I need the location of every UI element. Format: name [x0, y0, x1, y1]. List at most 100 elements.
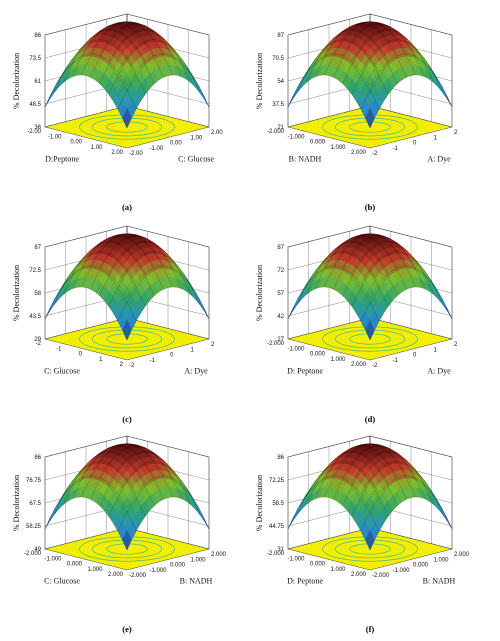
- x-tick-label: -1.000: [150, 568, 168, 574]
- surface-mesh-line: [53, 267, 137, 322]
- surface-mesh-line: [369, 286, 453, 341]
- surface-mesh-line: [369, 74, 453, 129]
- panel-label: (a): [122, 202, 132, 212]
- x-axis-label: C: Glucose: [178, 155, 214, 164]
- surface-mesh-line: [63, 40, 146, 95]
- x-tick-label: 0.00: [170, 141, 182, 147]
- surface-mesh-line: [306, 252, 389, 307]
- surface-mesh-line: [296, 267, 380, 322]
- y-tick-label: 2.000: [351, 572, 367, 578]
- surface-mesh-line: [351, 252, 434, 307]
- x-tick-label: 2: [454, 342, 458, 348]
- floor-contour: [91, 117, 163, 137]
- x-axis-label: A: Dye: [427, 155, 451, 164]
- x-tick-label: 1.000: [191, 557, 207, 563]
- surface-mesh-line: [342, 242, 425, 296]
- surface-mesh-line: [287, 496, 371, 551]
- z-tick-label: 44.75: [269, 524, 285, 530]
- y-tick-label: -1: [56, 346, 62, 352]
- wall-gridline: [44, 13, 210, 36]
- response-surface: [44, 443, 210, 551]
- surface-mesh-line: [369, 475, 453, 530]
- surface-mesh-line: [44, 496, 128, 551]
- floor-contour: [334, 539, 406, 559]
- x-tick-label: -2: [372, 363, 378, 369]
- wall-gridline: [44, 225, 210, 248]
- surface-mesh-line: [333, 23, 416, 78]
- surface-mesh-line: [351, 451, 434, 505]
- x-tick-label: 1: [434, 347, 438, 353]
- floor-contour: [79, 326, 175, 352]
- surface-mesh-line: [117, 267, 201, 322]
- surface-mesh-line: [72, 445, 155, 499]
- y-axis-label: D: Peptone: [287, 577, 323, 586]
- surface-mesh-line: [315, 452, 398, 506]
- z-tick-label: 54: [277, 79, 284, 85]
- surface-mesh-line: [324, 445, 407, 500]
- surface-panel-e: 49 58.25 67.5 76.75 86 % Decolorization -2.000…: [12, 435, 227, 634]
- surface-mesh-line: [324, 233, 407, 287]
- y-tick-label: 0: [79, 352, 83, 358]
- surface-mesh-line: [360, 477, 444, 532]
- surface-cell: [433, 77, 444, 93]
- surface-mesh-line: [126, 496, 210, 551]
- y-axis-label: B: NADH: [289, 155, 322, 164]
- y-axis-label: D: Peptone: [287, 367, 323, 376]
- panel-label: (d): [365, 414, 376, 424]
- surface-mesh-line: [333, 445, 416, 500]
- z-tick-label: 42: [277, 314, 284, 320]
- surface-mesh-line: [99, 242, 182, 296]
- surface-mesh-line: [126, 475, 210, 530]
- surface-cell: [122, 529, 132, 551]
- y-tick-label: 0.000: [67, 562, 83, 568]
- z-tick-label: 73.5: [29, 56, 41, 62]
- z-axis-label: % Decolorization: [12, 53, 21, 109]
- surface-mesh-line: [360, 55, 444, 110]
- x-tick-label: -1: [393, 146, 399, 152]
- surface-mesh-line: [44, 286, 128, 341]
- surface-mesh-line: [108, 40, 191, 95]
- x-tick-label: 2.000: [454, 552, 470, 558]
- surface-mesh-line: [324, 23, 407, 78]
- surface-mesh-line: [369, 265, 453, 320]
- surface-mesh-line: [351, 241, 434, 295]
- surface-mesh-line: [296, 55, 380, 110]
- surface-mesh-line: [117, 55, 201, 110]
- z-tick-label: 57: [277, 291, 284, 297]
- surface-mesh-line: [44, 475, 128, 530]
- x-tick-label: -1.000: [393, 568, 411, 574]
- surface-panel-c: 29 43.5 58 72.5 87 % Decolorization -2 -1 0 1 2 -2 -…: [12, 225, 215, 424]
- floor-contour: [106, 333, 148, 345]
- x-tick-label: 1.00: [191, 135, 203, 141]
- panel-label: (e): [122, 624, 132, 634]
- z-axis-label: % Decolorization: [255, 475, 264, 531]
- floor-contour: [334, 329, 406, 349]
- surface-mesh-line: [306, 451, 389, 505]
- surface-mesh-line: [360, 251, 444, 305]
- z-axis-label: % Decolorization: [12, 475, 21, 531]
- surface-mesh-line: [306, 40, 389, 95]
- z-tick-label: 87: [277, 245, 284, 251]
- surface-mesh-line: [99, 452, 182, 506]
- surface-mesh-line: [315, 30, 398, 84]
- y-tick-label: -1.000: [287, 134, 305, 140]
- z-tick-label: 58: [34, 291, 41, 297]
- y-tick-label: 1: [99, 357, 103, 363]
- y-tick-label: 1.000: [330, 145, 346, 151]
- surface-mesh-line: [90, 443, 173, 497]
- y-tick-label: 0.000: [310, 562, 326, 568]
- surface-mesh-line: [360, 461, 444, 515]
- wall-gridline: [44, 435, 210, 458]
- response-surface: [287, 443, 453, 551]
- z-tick-label: 87: [34, 245, 41, 251]
- surface-mesh-line: [63, 252, 146, 307]
- response-surface: [44, 21, 210, 129]
- surface-mesh-line: [90, 21, 173, 75]
- surface-mesh-line: [126, 265, 210, 320]
- surface-mesh-line: [72, 235, 155, 289]
- z-tick-label: 58.25: [26, 524, 42, 530]
- x-tick-label: 2: [211, 342, 215, 348]
- y-tick-label: -2: [36, 341, 42, 347]
- surface-mesh-line: [342, 23, 425, 77]
- surface-mesh-line: [81, 443, 164, 497]
